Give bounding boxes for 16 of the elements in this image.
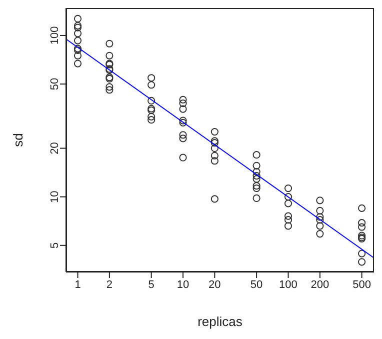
x-tick-label: 200 bbox=[310, 278, 330, 291]
x-tick-label: 5 bbox=[148, 278, 154, 291]
x-tick-label: 50 bbox=[250, 278, 263, 291]
y-tick-label: 5 bbox=[48, 242, 61, 248]
y-axis-title: sd bbox=[10, 133, 26, 147]
x-axis-title: replicas bbox=[198, 314, 243, 329]
y-tick-label: 10 bbox=[48, 190, 61, 203]
x-tick-label: 20 bbox=[208, 278, 221, 291]
y-tick-label: 100 bbox=[48, 26, 61, 45]
x-tick-label: 1 bbox=[74, 278, 81, 291]
x-tick-label: 10 bbox=[176, 278, 190, 291]
y-tick-label: 20 bbox=[48, 142, 61, 154]
x-tick-label: 500 bbox=[352, 278, 371, 291]
y-tick-label: 50 bbox=[48, 78, 61, 90]
x-tick-label: 2 bbox=[106, 278, 113, 291]
x-tick-label: 100 bbox=[279, 278, 298, 291]
